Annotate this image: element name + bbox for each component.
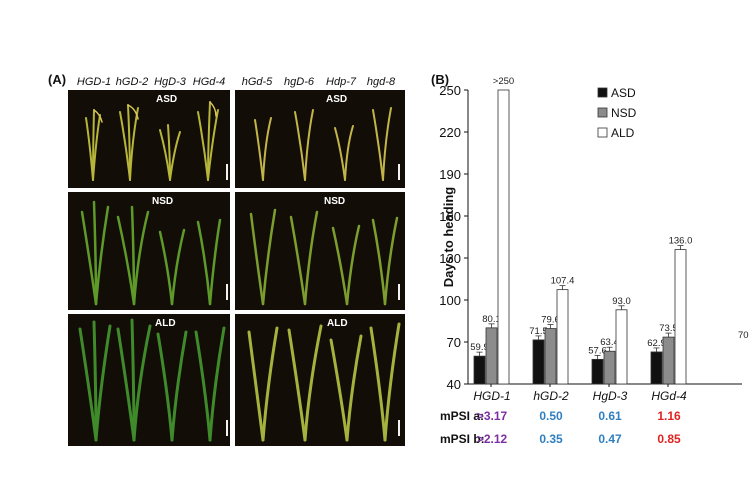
bar-data-label: 79.6: [541, 315, 560, 326]
mpsi-value: 0.61: [598, 409, 622, 423]
photo-ald-right: [235, 314, 405, 446]
mpsi-label: mPSI b:: [440, 432, 485, 446]
x-tick-label: hGD-2: [533, 389, 569, 403]
scale-bar: [398, 164, 400, 180]
bar-asd: [650, 351, 663, 385]
bar-data-label: 62.9: [647, 338, 666, 349]
condition-label-ald-left: ALD: [155, 318, 176, 329]
bar-asd: [591, 358, 604, 385]
rice-plants-image: [78, 318, 226, 442]
legend-label: ALD: [611, 126, 635, 140]
bar-data-label: 57.6: [588, 345, 607, 356]
photo-asd-right: [235, 90, 405, 188]
bar-data-label: 136.0: [669, 236, 693, 247]
bar-data-label: 71.5: [529, 326, 548, 337]
scale-bar: [398, 284, 400, 300]
bar-data-label: 70: [738, 330, 749, 341]
x-tick-label: HgD-3: [593, 389, 628, 403]
legend-swatch: [597, 107, 608, 118]
mpsi-label: mPSI a:: [440, 409, 484, 423]
legend-label: NSD: [611, 106, 637, 120]
bar-asd: [473, 355, 486, 385]
y-tick-label: 220: [439, 125, 461, 140]
legend-label: ASD: [611, 86, 636, 100]
genotype-label-6: hgD-6: [284, 76, 314, 88]
bar-ald: [615, 309, 628, 385]
x-tick-label: HGD-1: [473, 389, 510, 403]
bar-nsd: [603, 350, 616, 385]
bar-data-label: 63.4: [600, 337, 619, 348]
bar-data-label: 59.9: [470, 342, 489, 353]
bar-nsd: [485, 327, 498, 385]
mpsi-value: 0.35: [539, 432, 563, 446]
bar-nsd: [544, 328, 557, 385]
mpsi-value: 0.50: [539, 409, 563, 423]
condition-label-asd-right: ASD: [326, 94, 348, 105]
mpsi-value: >2.12: [477, 432, 508, 446]
legend-swatch: [597, 87, 608, 98]
panel-a-label: (A): [48, 72, 67, 87]
bar-ald: [497, 89, 510, 385]
bar-ald: [674, 249, 687, 385]
genotype-label-1: HGD-1: [76, 76, 112, 88]
photo-ald-left: [68, 314, 230, 446]
condition-label-nsd-left: NSD: [152, 196, 174, 207]
x-tick-label: HGd-4: [651, 389, 687, 403]
mpsi-value: 0.85: [657, 432, 681, 446]
scale-bar: [226, 164, 228, 180]
condition-label-nsd-right: NSD: [324, 196, 346, 207]
y-axis-label: Days to heading: [441, 187, 456, 287]
genotype-label-2: hGD-2: [115, 76, 149, 88]
bar-data-label: >250: [493, 76, 514, 87]
genotype-label-3: HgD-3: [154, 76, 186, 88]
rice-plants-image: [254, 107, 392, 181]
y-tick-label: 160: [439, 209, 461, 224]
bar-data-label: 73.5: [659, 323, 678, 334]
photo-nsd-left: [68, 192, 230, 310]
rice-plants-image: [249, 208, 399, 306]
legend-swatch: [597, 127, 608, 138]
condition-label-ald-right: ALD: [327, 318, 348, 329]
rice-plants-image: [247, 322, 401, 442]
bar-data-label: 80.1: [482, 314, 501, 325]
bar-ald: [556, 289, 569, 385]
genotype-label-7: Hdp-7: [326, 76, 356, 88]
genotype-label-5: hGd-5: [241, 76, 273, 88]
scale-bar: [398, 420, 400, 436]
photo-asd-left: [68, 90, 230, 188]
bar-data-label: 93.0: [612, 296, 631, 307]
mpsi-value: 1.16: [657, 409, 681, 423]
mpsi-value: >3.17: [477, 409, 508, 423]
rice-plants-image: [85, 101, 219, 181]
bar-data-label: 107.4: [551, 276, 575, 287]
photo-nsd-right: [235, 192, 405, 310]
scale-bar: [226, 420, 228, 436]
y-tick-label: 70: [447, 335, 461, 350]
genotype-label-8: hgd-8: [366, 76, 396, 88]
panel-b-label: (B): [431, 72, 449, 87]
condition-label-asd-left: ASD: [156, 94, 178, 105]
y-tick-label: 190: [439, 167, 461, 182]
bar-nsd: [662, 336, 675, 385]
bar-asd: [532, 339, 545, 385]
y-tick-label: 40: [447, 377, 461, 392]
genotype-label-4: HGd-4: [192, 76, 226, 88]
scale-bar: [226, 284, 228, 300]
y-tick-label: 100: [439, 293, 461, 308]
rice-plants-image: [80, 200, 222, 306]
y-tick-label: 130: [439, 251, 461, 266]
mpsi-value: 0.47: [598, 432, 622, 446]
y-tick-label: 250: [439, 83, 461, 98]
